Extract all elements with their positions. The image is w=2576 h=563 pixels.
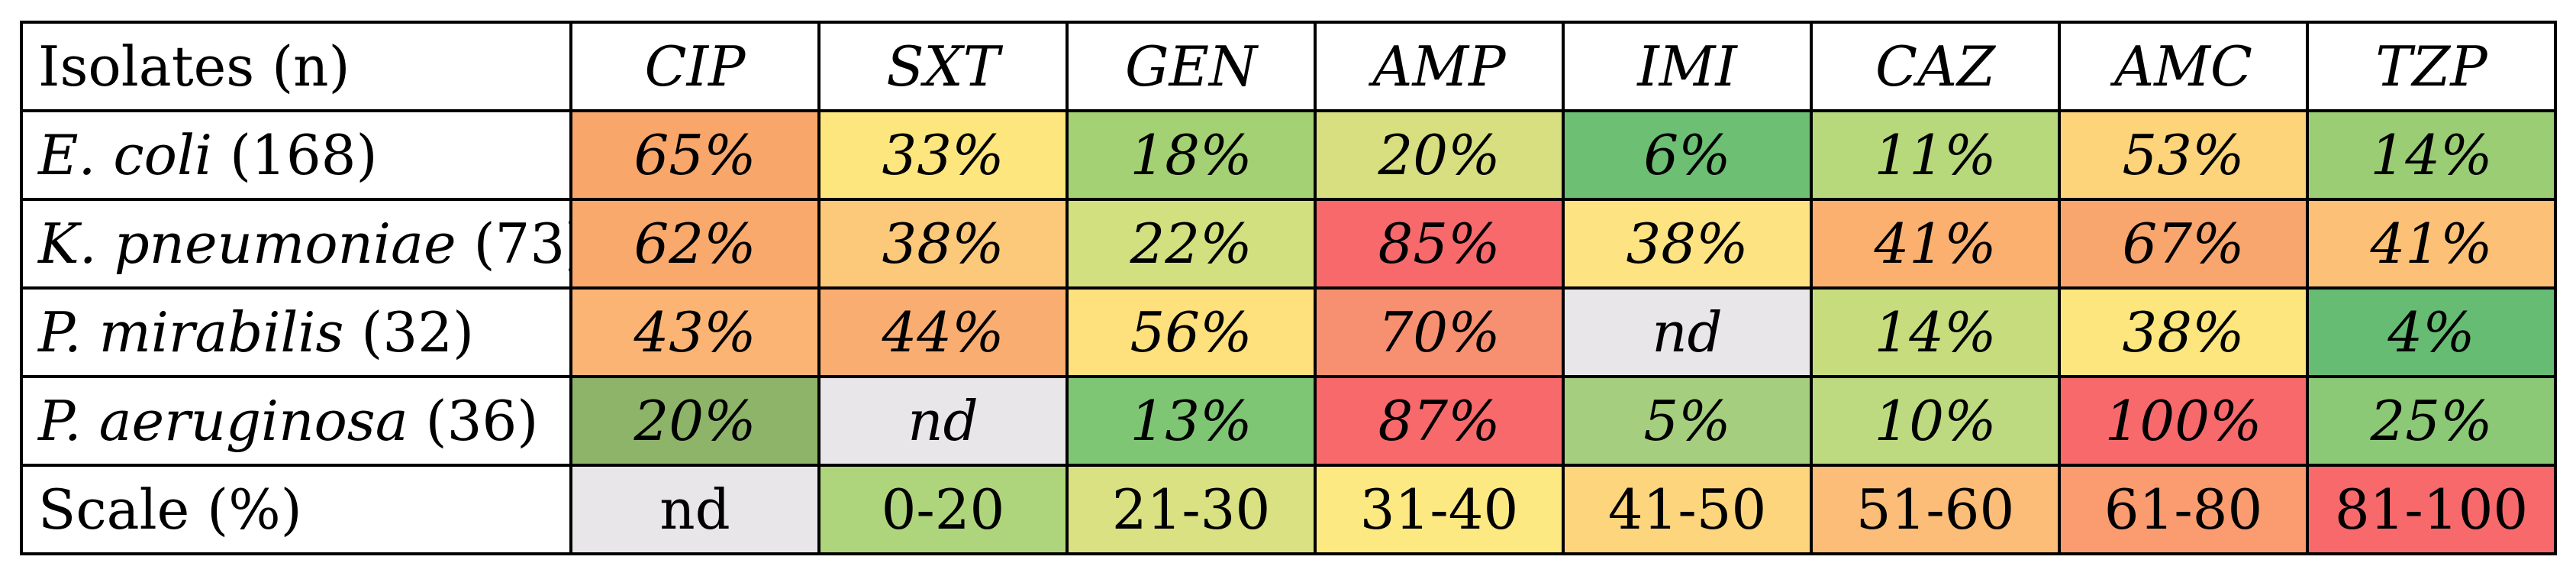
header-row: Isolates (n) CIP SXT GEN AMP IMI CAZ AMC…: [20, 21, 2557, 112]
header-drug-gen: GEN: [1066, 21, 1317, 112]
isolate-count: (168): [212, 123, 378, 187]
scale-row: Scale (%) nd 0-20 21-30 31-40 41-50 51-6…: [20, 464, 2557, 555]
resistance-table-wrapper: Isolates (n) CIP SXT GEN AMP IMI CAZ AMC…: [20, 21, 2557, 555]
value-cell: 20%: [569, 375, 821, 467]
species-name: P. aeruginosa: [38, 389, 408, 453]
value-cell: 62%: [569, 198, 821, 290]
scale-label: Scale (%): [20, 464, 572, 555]
scale-cell: 61-80: [2058, 464, 2309, 555]
value-cell: 13%: [1066, 375, 1317, 467]
species-name: E. coli: [38, 123, 213, 187]
species-name: K. pneumoniae: [38, 212, 456, 276]
table-row: K. pneumoniae (73) 62% 38% 22% 85% 38% 4…: [20, 198, 2557, 290]
header-drug-tzp: TZP: [2306, 21, 2557, 112]
value-cell: 53%: [2058, 109, 2309, 201]
value-cell: nd: [1562, 286, 1813, 378]
value-cell: 44%: [817, 286, 1069, 378]
scale-cell: nd: [569, 464, 821, 555]
isolate-label: P. aeruginosa (36): [20, 375, 572, 467]
value-cell: 67%: [2058, 198, 2309, 290]
scale-cell: 31-40: [1314, 464, 1565, 555]
value-cell: 41%: [1810, 198, 2061, 290]
value-cell: nd: [817, 375, 1069, 467]
isolate-count: (36): [408, 389, 539, 453]
value-cell: 38%: [2058, 286, 2309, 378]
value-cell: 100%: [2058, 375, 2309, 467]
value-cell: 38%: [1562, 198, 1813, 290]
scale-cell: 41-50: [1562, 464, 1813, 555]
isolate-count: (73): [473, 212, 568, 276]
table-row: E. coli (168) 65% 33% 18% 20% 6% 11% 53%…: [20, 109, 2557, 201]
value-cell: 65%: [569, 109, 821, 201]
table-row: P. aeruginosa (36) 20% nd 13% 87% 5% 10%…: [20, 375, 2557, 467]
value-cell: 4%: [2306, 286, 2557, 378]
isolate-label: E. coli (168): [20, 109, 572, 201]
value-cell: 43%: [569, 286, 821, 378]
isolate-count: (32): [343, 300, 475, 364]
value-cell: 87%: [1314, 375, 1565, 467]
value-cell: 25%: [2306, 375, 2557, 467]
header-drug-cip: CIP: [569, 21, 821, 112]
scale-cell: 51-60: [1810, 464, 2061, 555]
scale-cell: 81-100: [2306, 464, 2557, 555]
resistance-table: Isolates (n) CIP SXT GEN AMP IMI CAZ AMC…: [20, 21, 2557, 555]
value-cell: 22%: [1066, 198, 1317, 290]
header-isolates: Isolates (n): [20, 21, 572, 112]
scale-cell: 0-20: [817, 464, 1069, 555]
value-cell: 18%: [1066, 109, 1317, 201]
value-cell: 5%: [1562, 375, 1813, 467]
header-drug-caz: CAZ: [1810, 21, 2061, 112]
value-cell: 41%: [2306, 198, 2557, 290]
value-cell: 11%: [1810, 109, 2061, 201]
value-cell: 56%: [1066, 286, 1317, 378]
species-name: P. mirabilis: [38, 300, 344, 364]
value-cell: 6%: [1562, 109, 1813, 201]
scale-cell: 21-30: [1066, 464, 1317, 555]
header-drug-amp: AMP: [1314, 21, 1565, 112]
value-cell: 70%: [1314, 286, 1565, 378]
isolate-label: K. pneumoniae (73): [20, 198, 572, 290]
header-drug-sxt: SXT: [817, 21, 1069, 112]
value-cell: 14%: [1810, 286, 2061, 378]
table-row: P. mirabilis (32) 43% 44% 56% 70% nd 14%…: [20, 286, 2557, 378]
value-cell: 10%: [1810, 375, 2061, 467]
value-cell: 85%: [1314, 198, 1565, 290]
value-cell: 38%: [817, 198, 1069, 290]
value-cell: 20%: [1314, 109, 1565, 201]
isolate-label: P. mirabilis (32): [20, 286, 572, 378]
header-drug-amc: AMC: [2058, 21, 2309, 112]
value-cell: 14%: [2306, 109, 2557, 201]
header-drug-imi: IMI: [1562, 21, 1813, 112]
value-cell: 33%: [817, 109, 1069, 201]
